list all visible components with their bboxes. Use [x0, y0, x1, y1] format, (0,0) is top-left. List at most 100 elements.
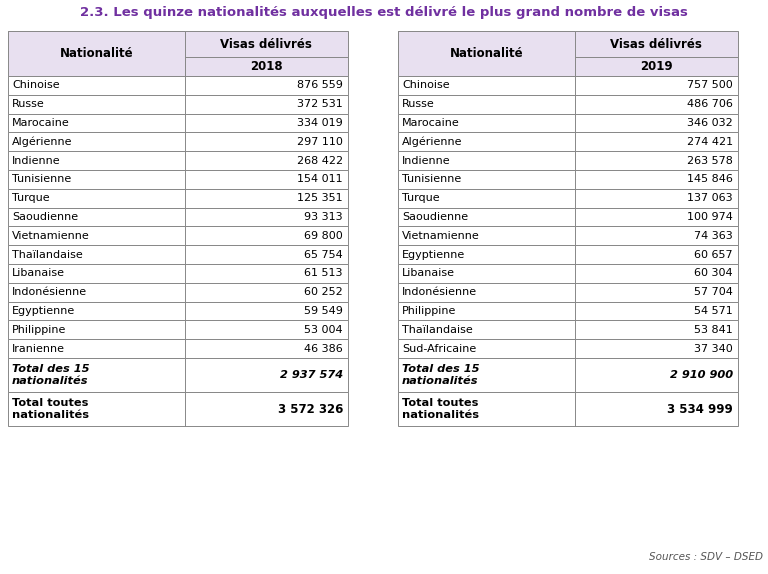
Text: 46 386: 46 386	[304, 344, 343, 354]
Text: Egyptienne: Egyptienne	[402, 250, 465, 259]
Bar	[8, 208, 348, 226]
Text: Total toutes
nationalités: Total toutes nationalités	[12, 398, 89, 420]
Text: 334 019: 334 019	[297, 118, 343, 128]
Bar	[8, 358, 348, 392]
Text: 125 351: 125 351	[297, 193, 343, 203]
Bar	[398, 151, 738, 170]
Text: 57 704: 57 704	[694, 287, 733, 297]
Bar	[8, 226, 348, 245]
Bar	[398, 264, 738, 283]
Bar	[398, 358, 738, 392]
Text: Marocaine: Marocaine	[12, 118, 70, 128]
Bar	[398, 226, 738, 245]
Bar	[8, 245, 348, 264]
Bar	[8, 320, 348, 339]
Text: Total des 15
nationalités: Total des 15 nationalités	[402, 364, 479, 386]
Text: Visas délivrés: Visas délivrés	[611, 37, 703, 51]
Text: Saoudienne: Saoudienne	[12, 212, 78, 222]
Text: Nationalité: Nationalité	[60, 47, 133, 60]
Text: 486 706: 486 706	[687, 99, 733, 109]
Bar	[185, 57, 348, 76]
Text: 93 313: 93 313	[304, 212, 343, 222]
Bar	[574, 57, 738, 76]
Text: 60 252: 60 252	[304, 287, 343, 297]
Text: Indonésienne: Indonésienne	[12, 287, 87, 297]
Text: Tunisienne: Tunisienne	[12, 174, 71, 184]
Text: Iranienne: Iranienne	[12, 344, 65, 354]
Text: 59 549: 59 549	[304, 306, 343, 316]
Text: 274 421: 274 421	[687, 137, 733, 147]
Text: 757 500: 757 500	[687, 80, 733, 90]
Text: Vietnamienne: Vietnamienne	[402, 231, 480, 241]
Text: 53 004: 53 004	[304, 325, 343, 335]
Text: Algérienne: Algérienne	[402, 137, 462, 147]
Text: 3 534 999: 3 534 999	[667, 402, 733, 416]
Text: 53 841: 53 841	[694, 325, 733, 335]
Text: Algérienne: Algérienne	[12, 137, 72, 147]
Text: 60 657: 60 657	[694, 250, 733, 259]
Bar	[398, 76, 738, 95]
Text: Total des 15
nationalités: Total des 15 nationalités	[12, 364, 90, 386]
Text: 297 110: 297 110	[297, 137, 343, 147]
Text: Vietnamienne: Vietnamienne	[12, 231, 90, 241]
Text: 876 559: 876 559	[297, 80, 343, 90]
Bar	[8, 392, 348, 426]
Bar	[8, 170, 348, 189]
Bar	[398, 31, 574, 76]
Bar	[8, 283, 348, 301]
Text: Chinoise: Chinoise	[12, 80, 60, 90]
Bar	[8, 114, 348, 133]
Text: Russe: Russe	[402, 99, 435, 109]
Text: 65 754: 65 754	[304, 250, 343, 259]
Bar	[8, 31, 185, 76]
Text: 2.3. Les quinze nationalités auxquelles est délivré le plus grand nombre de visa: 2.3. Les quinze nationalités auxquelles …	[80, 6, 688, 19]
Text: 54 571: 54 571	[694, 306, 733, 316]
Bar	[398, 170, 738, 189]
Text: Russe: Russe	[12, 99, 45, 109]
Text: 346 032: 346 032	[687, 118, 733, 128]
Text: Tunisienne: Tunisienne	[402, 174, 462, 184]
Text: Thaïlandaise: Thaïlandaise	[12, 250, 83, 259]
Text: 372 531: 372 531	[297, 99, 343, 109]
Text: Nationalité: Nationalité	[449, 47, 523, 60]
Bar	[8, 133, 348, 151]
Bar	[398, 31, 738, 57]
Text: Indienne: Indienne	[402, 156, 451, 166]
Bar	[8, 339, 348, 358]
Bar	[398, 245, 738, 264]
Text: 154 011: 154 011	[297, 174, 343, 184]
Bar	[398, 133, 738, 151]
Text: 2 937 574: 2 937 574	[280, 370, 343, 380]
Text: 137 063: 137 063	[687, 193, 733, 203]
Bar	[8, 151, 348, 170]
Text: 2018: 2018	[250, 60, 283, 73]
Text: Libanaise: Libanaise	[402, 269, 455, 278]
Text: Turque: Turque	[402, 193, 439, 203]
Text: 100 974: 100 974	[687, 212, 733, 222]
Text: 263 578: 263 578	[687, 156, 733, 166]
Bar	[398, 301, 738, 320]
Text: Saoudienne: Saoudienne	[402, 212, 468, 222]
Text: Turque: Turque	[12, 193, 50, 203]
Text: 268 422: 268 422	[297, 156, 343, 166]
Bar	[398, 189, 738, 208]
Text: Thaïlandaise: Thaïlandaise	[402, 325, 473, 335]
Text: Indonésienne: Indonésienne	[402, 287, 477, 297]
Text: 145 846: 145 846	[687, 174, 733, 184]
Text: Philippine: Philippine	[402, 306, 456, 316]
Text: 3 572 326: 3 572 326	[277, 402, 343, 416]
Text: Visas délivrés: Visas délivrés	[220, 37, 313, 51]
Bar	[8, 264, 348, 283]
Text: 61 513: 61 513	[304, 269, 343, 278]
Text: 2019: 2019	[640, 60, 673, 73]
Bar	[8, 76, 348, 95]
Text: 37 340: 37 340	[694, 344, 733, 354]
Text: 74 363: 74 363	[694, 231, 733, 241]
Bar	[398, 208, 738, 226]
Text: Egyptienne: Egyptienne	[12, 306, 75, 316]
Bar	[8, 189, 348, 208]
Text: Indienne: Indienne	[12, 156, 61, 166]
Text: 60 304: 60 304	[694, 269, 733, 278]
Bar	[398, 283, 738, 301]
Text: Sud-Africaine: Sud-Africaine	[402, 344, 476, 354]
